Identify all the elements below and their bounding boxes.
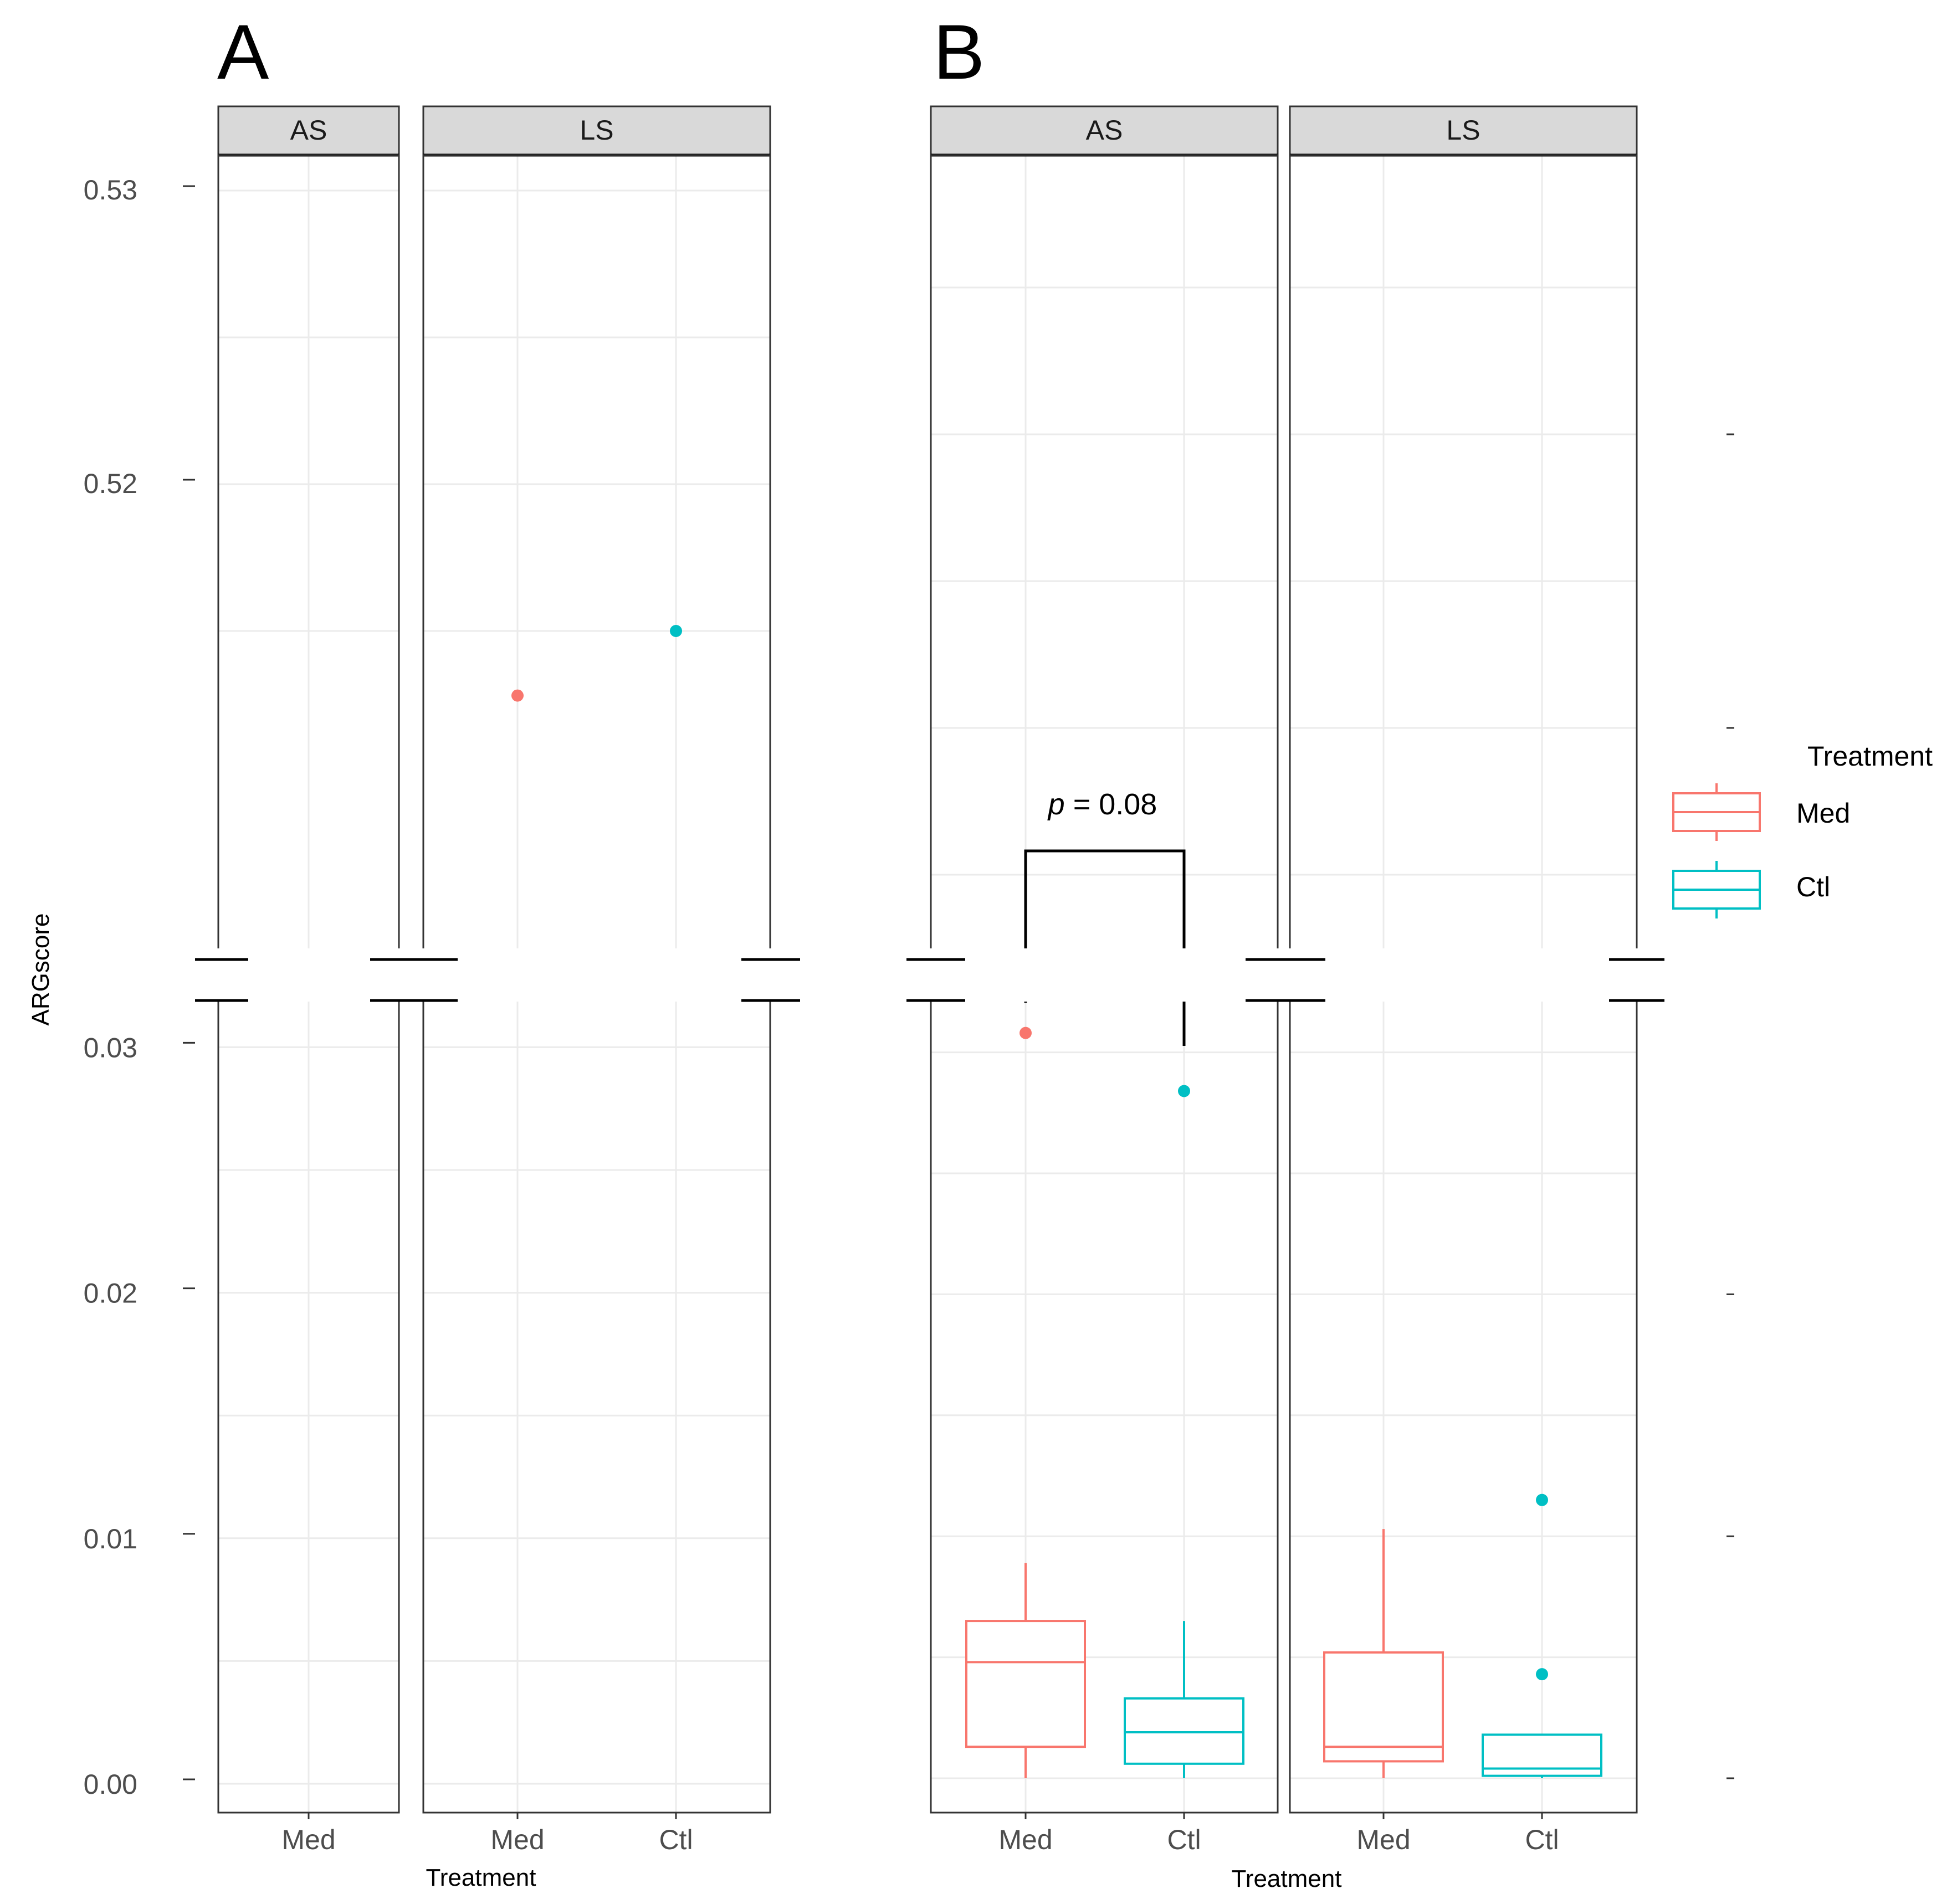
y-tick-label: 0.52 <box>84 468 137 499</box>
x-tick-label-ctl: Ctl <box>659 1824 693 1855</box>
y-tick-label: 0.00 <box>84 1769 137 1800</box>
x-tick-label-med: Med <box>281 1824 335 1855</box>
y-tick-label: 0.01 <box>84 1523 137 1554</box>
x-tick-label-ctl: Ctl <box>1167 1824 1201 1855</box>
panel-a-label: A <box>217 8 269 95</box>
panel-b-label: B <box>933 8 985 95</box>
legend: Treatment Med Ctl <box>1672 741 1933 918</box>
outlier-ls-ctl <box>1536 1494 1548 1506</box>
strip-label-a-as: AS <box>290 115 327 146</box>
facet-strip <box>1289 105 1638 156</box>
axis-break-band <box>422 948 771 1002</box>
x-tick-label-med: Med <box>1356 1824 1410 1855</box>
y-tick-label: 0.02 <box>84 1278 137 1309</box>
outlier-ls-ctl <box>1536 1668 1548 1681</box>
boxplot-as-ctl-box <box>1124 1697 1244 1765</box>
outlier-as-ctl <box>1178 1085 1190 1097</box>
p-value-annotation: p = 0.08 <box>1047 788 1157 821</box>
x-tick-label-med: Med <box>490 1824 544 1855</box>
strip-label-b-as: AS <box>1086 115 1123 146</box>
x-tick-label-med: Med <box>998 1824 1052 1855</box>
data-point-a-ls-med <box>511 689 524 702</box>
data-point-a-ls-ctl <box>670 625 682 637</box>
x-axis-title-a: Treatment <box>426 1864 536 1891</box>
strip-label-a-ls: LS <box>580 115 613 146</box>
facet-strip <box>422 105 771 156</box>
y-axis-title: ARGscore <box>27 913 54 1026</box>
grid-layer <box>218 155 1637 1813</box>
outlier-as-med <box>1020 1027 1032 1039</box>
legend-title: Treatment <box>1807 741 1933 772</box>
strip-label-b-ls: LS <box>1446 115 1480 146</box>
axis-break-band <box>930 948 1279 1002</box>
legend-label-ctl: Ctl <box>1796 871 1830 902</box>
legend-label-med: Med <box>1796 798 1850 829</box>
axis-break-band <box>217 948 400 1002</box>
y-tick-label: 0.03 <box>84 1032 137 1063</box>
axis-break-layer <box>195 948 1664 1002</box>
axis-break-band <box>1289 948 1638 1002</box>
boxplot-ls-med-box <box>1323 1651 1444 1763</box>
facet-strip <box>217 105 400 156</box>
p-value-symbol: p <box>1047 788 1065 821</box>
x-tick-label-ctl: Ctl <box>1525 1824 1559 1855</box>
text-layer: AS Med LS Med Ctl 0.53 0.52 0.03 0.02 0.01 0.00 AS M… <box>84 115 1559 1855</box>
y-tick-label: 0.53 <box>84 175 137 206</box>
x-axis-title-b: Treatment <box>1232 1865 1342 1892</box>
p-value-text: = 0.08 <box>1065 788 1157 821</box>
marks-layer <box>511 625 1602 1778</box>
boxplot-as-med-box <box>965 1620 1086 1748</box>
